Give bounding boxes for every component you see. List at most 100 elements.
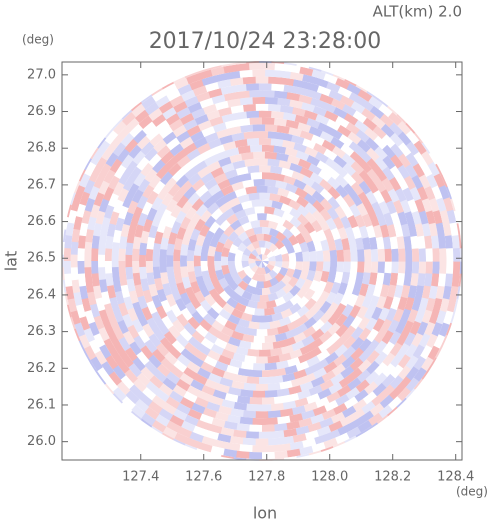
echo-cell bbox=[309, 279, 320, 293]
echo-cell bbox=[214, 100, 230, 111]
echo-cell bbox=[234, 187, 248, 198]
echo-cell bbox=[365, 190, 378, 206]
echo-cell bbox=[392, 308, 404, 323]
echo-cell bbox=[397, 343, 410, 358]
echo-cell bbox=[438, 185, 450, 201]
echo-cell bbox=[141, 322, 155, 338]
echo-cell bbox=[396, 176, 409, 192]
echo-cell bbox=[442, 222, 452, 237]
echo-cell bbox=[187, 101, 203, 114]
echo-cell bbox=[236, 90, 251, 99]
echo-cell bbox=[348, 417, 364, 431]
echo-cell bbox=[322, 261, 331, 273]
echo-cell bbox=[248, 192, 261, 201]
echo-cell bbox=[350, 347, 364, 362]
x-tick-label: 128.4 bbox=[437, 470, 474, 485]
echo-cell bbox=[400, 199, 412, 214]
echo-cell bbox=[169, 94, 185, 108]
echo-cell bbox=[342, 162, 357, 177]
echo-cell bbox=[362, 237, 371, 251]
echo-cell bbox=[223, 319, 238, 331]
echo-cell bbox=[210, 207, 224, 221]
echo-cell bbox=[249, 342, 262, 350]
echo-cell bbox=[146, 190, 159, 205]
echo-cell bbox=[184, 286, 196, 300]
echo-cell bbox=[389, 364, 404, 379]
x-tick-label: 127.6 bbox=[185, 470, 222, 485]
echo-cell bbox=[132, 205, 144, 221]
echo-cell bbox=[426, 173, 439, 189]
echo-cell bbox=[396, 236, 406, 250]
echo-cell bbox=[196, 367, 211, 380]
echo-cell bbox=[205, 401, 221, 412]
echo-cell bbox=[381, 341, 395, 356]
echo-cell bbox=[222, 302, 235, 315]
echo-cell bbox=[351, 171, 365, 186]
echo-cell bbox=[366, 168, 380, 184]
echo-cell bbox=[167, 276, 178, 291]
echo-cell bbox=[148, 224, 159, 239]
echo-cell bbox=[160, 208, 173, 223]
echo-cell bbox=[404, 248, 413, 262]
echo-cell bbox=[305, 355, 321, 368]
echo-cell bbox=[209, 235, 220, 248]
echo-cell bbox=[155, 119, 171, 133]
echo-cell bbox=[126, 278, 136, 292]
echo-cell bbox=[182, 390, 198, 403]
echo-cell bbox=[185, 437, 201, 449]
echo-cell bbox=[118, 170, 132, 186]
echo-cell bbox=[421, 222, 432, 238]
echo-cell bbox=[124, 346, 138, 362]
echo-cell bbox=[228, 358, 243, 369]
echo-cell bbox=[215, 269, 225, 281]
echo-cell bbox=[107, 192, 120, 208]
echo-cell bbox=[361, 294, 373, 309]
echo-cell bbox=[374, 146, 389, 161]
echo-cell bbox=[458, 273, 462, 288]
echo-cell bbox=[419, 345, 433, 361]
echo-cell bbox=[207, 183, 222, 196]
echo-cell bbox=[190, 154, 205, 167]
echo-cell bbox=[204, 378, 219, 390]
echo-cell bbox=[292, 433, 307, 443]
echo-cell bbox=[289, 71, 305, 82]
echo-cell bbox=[338, 375, 353, 389]
echo-cell bbox=[301, 278, 313, 291]
echo-cell bbox=[282, 139, 296, 150]
echo-cell bbox=[213, 226, 225, 240]
echo-cell bbox=[405, 152, 419, 168]
echo-cell bbox=[111, 266, 120, 280]
echo-cell bbox=[241, 221, 253, 232]
echo-cell bbox=[296, 389, 312, 400]
echo-cell bbox=[372, 318, 385, 333]
echo-cell bbox=[318, 290, 330, 304]
echo-cell bbox=[94, 156, 108, 172]
echo-cell bbox=[267, 186, 280, 195]
echo-cell bbox=[180, 112, 195, 125]
echo-cell bbox=[199, 299, 212, 313]
echo-cell bbox=[282, 400, 297, 410]
echo-cell bbox=[118, 205, 129, 220]
echo-cell bbox=[363, 381, 379, 395]
echo-cell bbox=[340, 293, 352, 307]
echo-cell bbox=[346, 83, 362, 96]
echo-cell bbox=[358, 283, 369, 298]
echo-cell bbox=[308, 384, 323, 397]
echo-cell bbox=[368, 272, 378, 286]
echo-cell bbox=[232, 61, 247, 65]
echo-cell bbox=[311, 318, 325, 332]
echo-cell bbox=[394, 319, 407, 335]
echo-cell bbox=[237, 193, 251, 204]
echo-cell bbox=[280, 308, 293, 319]
echo-cell bbox=[335, 323, 349, 338]
echo-cell bbox=[270, 138, 284, 147]
echo-cell bbox=[195, 203, 209, 217]
echo-cell bbox=[176, 402, 191, 415]
echo-cell bbox=[224, 190, 238, 202]
echo-cell bbox=[193, 254, 201, 267]
echo-cell bbox=[118, 272, 128, 286]
echo-cell bbox=[303, 364, 319, 376]
echo-cell bbox=[98, 343, 112, 359]
echo-cell bbox=[258, 458, 272, 461]
echo-cell bbox=[229, 219, 242, 231]
